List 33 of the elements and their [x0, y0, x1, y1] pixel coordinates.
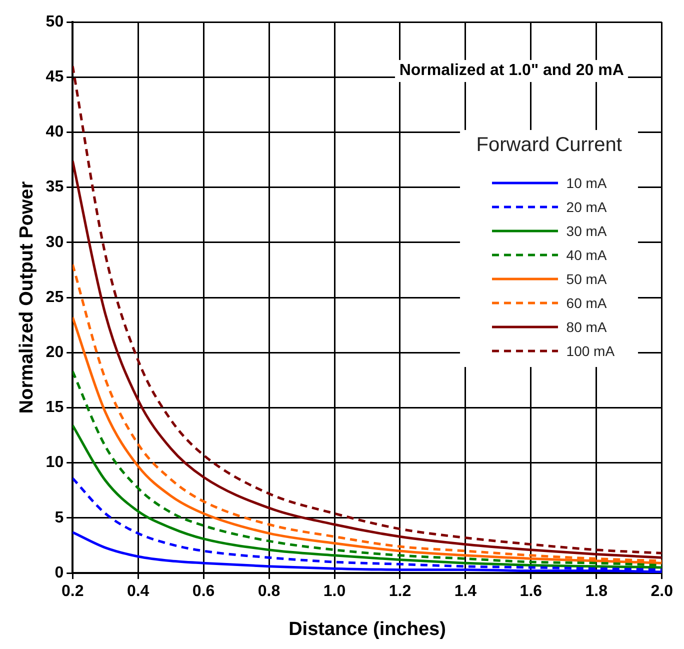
x-tick-label: 0.8	[258, 583, 280, 600]
x-tick-label: 1.2	[388, 583, 412, 600]
y-tick-label: 10	[46, 454, 64, 472]
x-tick-label: 0.2	[61, 583, 84, 600]
y-axis-title: Normalized Output Power	[16, 180, 38, 414]
x-tick-label: 1.0	[323, 583, 346, 600]
x-tick-label: 2.0	[650, 583, 674, 600]
y-tick-label: 15	[46, 399, 64, 416]
y-tick-label: 50	[46, 13, 64, 30]
y-tick-label: 30	[46, 234, 64, 251]
legend-label: 80 mA	[566, 319, 607, 335]
y-tick-label: 45	[46, 68, 64, 86]
y-tick-label: 0	[54, 564, 64, 582]
legend-title: Forward Current	[475, 134, 623, 157]
y-tick-label: 25	[46, 288, 64, 306]
x-tick-label: 1.8	[585, 583, 608, 600]
legend-label: 10 mA	[566, 175, 607, 191]
y-tick-label: 40	[46, 124, 64, 141]
y-tick-label: 35	[46, 178, 64, 196]
legend-label: 30 mA	[566, 223, 607, 239]
y-tick-label: 20	[46, 344, 64, 362]
annotation: Normalized at 1.0" and 20 mA	[395, 60, 628, 82]
legend-label: 60 mA	[566, 295, 607, 311]
x-tick-label: 1.4	[454, 583, 477, 600]
y-tick-label: 5	[54, 509, 64, 526]
x-tick-label: 0.6	[192, 583, 215, 600]
x-tick-label: 1.6	[520, 583, 542, 600]
legend-label: 20 mA	[566, 199, 607, 215]
x-axis-title: Distance (inches)	[288, 618, 446, 640]
legend-label: 40 mA	[566, 247, 607, 263]
legend-label: 50 mA	[566, 271, 607, 287]
legend-label: 100 mA	[566, 343, 615, 359]
x-tick-label: 0.4	[126, 583, 150, 600]
